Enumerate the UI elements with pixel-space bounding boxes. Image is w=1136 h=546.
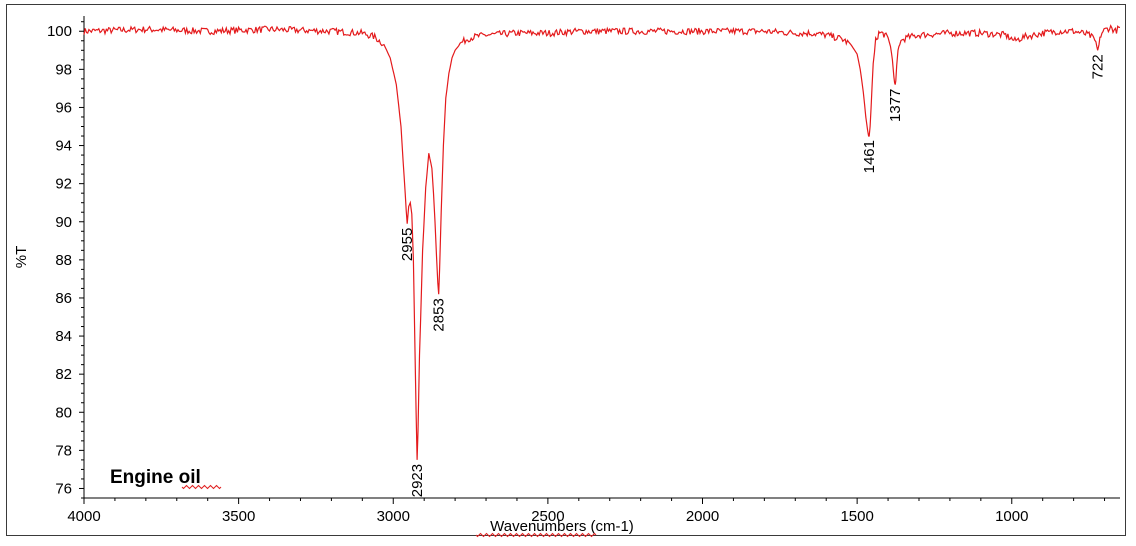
peak-label: 2923 xyxy=(409,464,426,497)
y-tick-label: 84 xyxy=(55,328,72,345)
y-tick-label: 90 xyxy=(55,214,72,231)
peak-labels: 2955 2923 2853 1461 1377 722 xyxy=(399,54,1106,497)
y-axis-ticks: 76 78 80 82 84 86 88 90 92 94 96 98 100 xyxy=(47,21,84,499)
peak-label: 2955 xyxy=(399,228,416,261)
y-tick-label: 98 xyxy=(55,61,72,78)
x-tick-label: 3000 xyxy=(377,508,410,525)
x-tick-label: 1000 xyxy=(995,508,1028,525)
x-tick-label: 4000 xyxy=(67,508,100,525)
peak-label: 1377 xyxy=(887,89,904,122)
x-tick-label: 2500 xyxy=(531,508,564,525)
y-axis-title: %T xyxy=(13,246,30,269)
peak-label: 1461 xyxy=(861,140,878,173)
peak-label: 2853 xyxy=(431,298,448,331)
x-tick-label: 1500 xyxy=(840,508,873,525)
sample-label: Engine oil xyxy=(110,467,201,488)
y-tick-label: 88 xyxy=(55,252,72,269)
x-tick-label: 3500 xyxy=(222,508,255,525)
y-tick-label: 76 xyxy=(55,480,72,497)
y-tick-label: 94 xyxy=(55,138,72,155)
sample-label-spellcheck-underline xyxy=(181,484,222,490)
x-tick-label: 2000 xyxy=(686,508,719,525)
peak-label: 722 xyxy=(1090,54,1107,79)
chart-frame xyxy=(6,4,1126,536)
x-axis-title: Wavenumbers (cm-1) xyxy=(490,518,634,535)
plot-area xyxy=(83,16,1120,499)
y-tick-label: 86 xyxy=(55,290,72,307)
x-title-spellcheck-underline xyxy=(475,532,597,538)
y-tick-label: 82 xyxy=(55,366,72,383)
spectrum-line xyxy=(83,24,1121,460)
x-axis-ticks: 4000 3500 3000 2500 2000 1500 1000 xyxy=(67,498,1106,525)
y-tick-label: 96 xyxy=(55,99,72,116)
y-tick-label: 100 xyxy=(47,23,72,40)
y-tick-label: 92 xyxy=(55,176,72,193)
y-tick-label: 78 xyxy=(55,442,72,459)
y-tick-label: 80 xyxy=(55,404,72,421)
